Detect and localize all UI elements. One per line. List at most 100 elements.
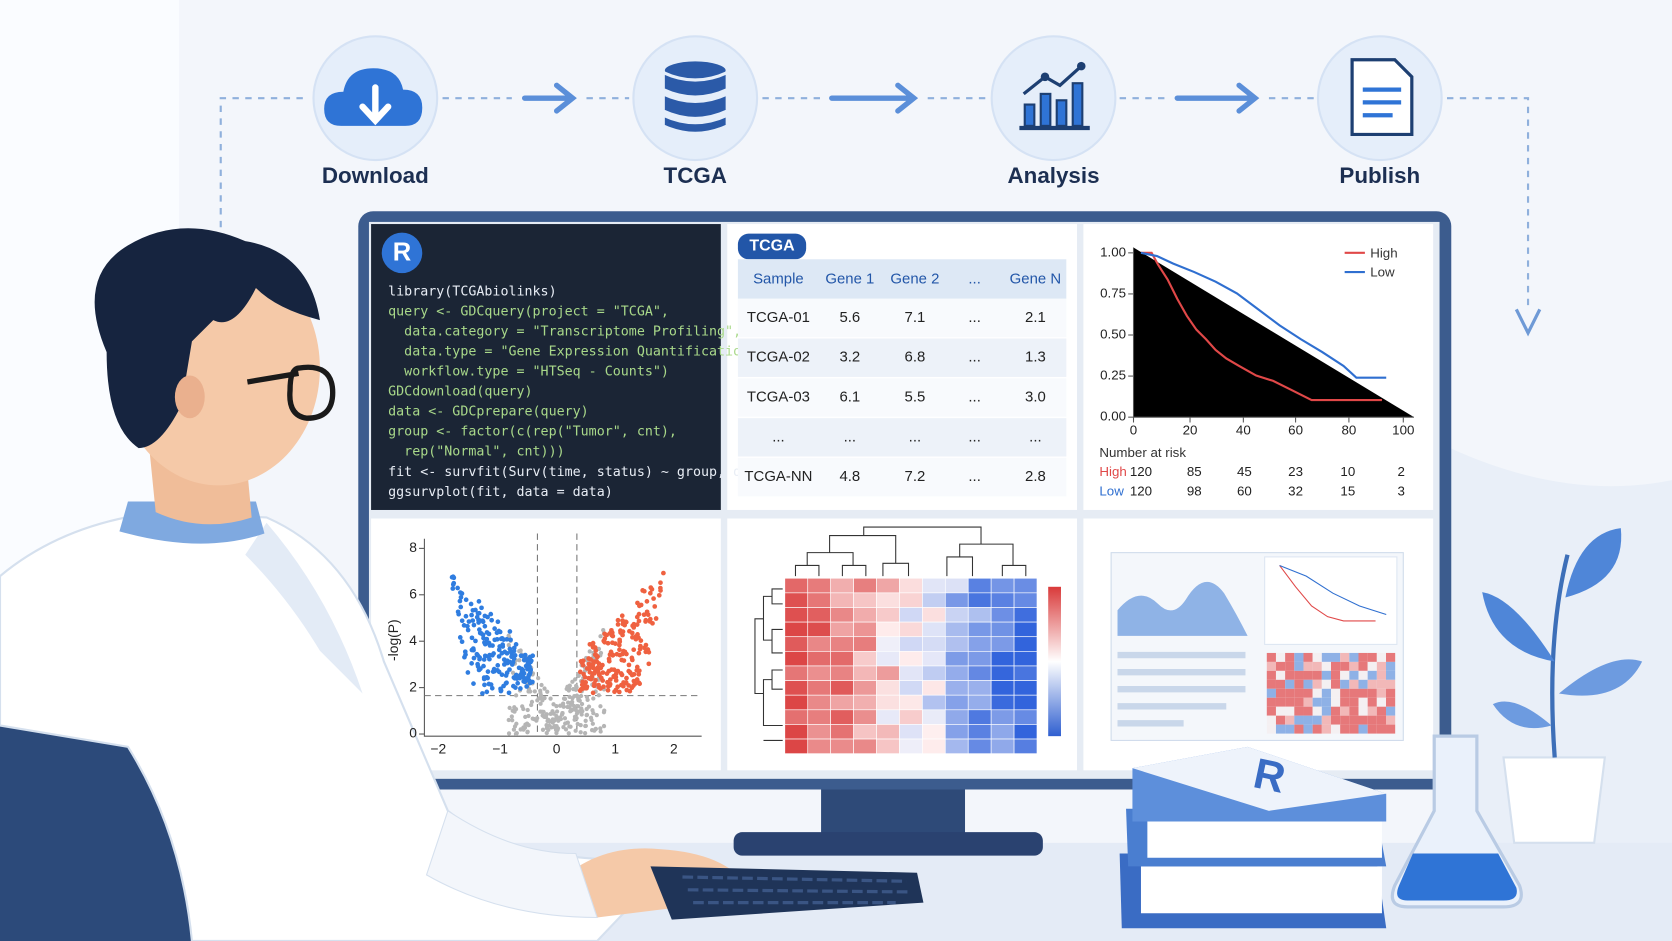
volcano-point <box>586 656 592 661</box>
document-icon <box>1350 58 1414 137</box>
down-arrow <box>1514 308 1542 337</box>
volcano-point <box>567 694 572 700</box>
table-cell: TCGA-01 <box>747 309 810 326</box>
volcano-point <box>589 717 594 723</box>
volcano-point <box>598 675 604 681</box>
heatmap-cell <box>830 724 854 740</box>
volcano-point <box>482 653 488 659</box>
volcano-point <box>624 651 629 657</box>
mini-heat-cell <box>1376 688 1387 698</box>
heatmap-cell <box>807 694 831 711</box>
volcano-point <box>527 679 533 684</box>
x-tick-label: 1 <box>611 741 619 757</box>
y-tick-label: 8 <box>409 539 417 555</box>
volcano-point <box>481 635 486 641</box>
table-cell: ... <box>968 388 980 405</box>
volcano-point <box>513 706 519 712</box>
heatmap-cell <box>830 680 854 696</box>
heatmap-cell <box>853 665 877 681</box>
background-wave <box>1450 448 1672 941</box>
volcano-point <box>558 703 563 708</box>
heatmap-cell <box>830 577 854 594</box>
step-label: Download <box>322 163 429 188</box>
heatmap-cell <box>899 636 923 652</box>
table-cell: 4.8 <box>839 468 860 485</box>
volcano-point <box>512 675 518 681</box>
volcano-point <box>618 671 624 676</box>
heatmap-cell <box>784 636 809 652</box>
volcano-point <box>611 667 617 673</box>
volcano-point <box>510 718 515 723</box>
volcano-point <box>584 713 589 718</box>
volcano-point <box>504 650 510 656</box>
heatmap-cell <box>784 694 809 711</box>
heatmap-cell <box>967 680 992 696</box>
volcano-point <box>536 675 541 681</box>
mini-heat-cell <box>1294 661 1304 671</box>
color-bar <box>1048 586 1061 737</box>
table-cell: 1.3 <box>1025 349 1046 366</box>
heatmap-cell <box>1013 694 1038 711</box>
volcano-point <box>579 712 584 717</box>
volcano-point <box>511 648 517 654</box>
heatmap-cell <box>967 724 992 740</box>
volcano-point <box>458 594 464 600</box>
volcano-point <box>476 610 482 616</box>
heatmap-cell <box>944 709 969 725</box>
mini-heat-cell <box>1321 670 1331 680</box>
volcano-point <box>641 612 647 618</box>
volcano-point <box>457 635 463 640</box>
mini-heat-cell <box>1303 652 1313 662</box>
heatmap-cell <box>1013 709 1038 725</box>
heatmap-cell <box>1013 621 1038 638</box>
volcano-point <box>650 620 655 626</box>
volcano-point <box>459 639 465 645</box>
heatmap-cell <box>807 592 831 608</box>
volcano-point <box>636 611 642 617</box>
volcano-point <box>455 609 461 615</box>
report-km-low <box>1279 564 1387 616</box>
mini-heat-cell <box>1303 670 1313 680</box>
heatmap-cell <box>899 665 923 681</box>
volcano-point <box>556 718 561 723</box>
volcano-point <box>614 651 620 657</box>
volcano-point <box>507 705 512 711</box>
volcano-point <box>508 637 513 643</box>
mini-heat-cell <box>1358 706 1368 716</box>
volcano-point <box>616 689 622 695</box>
step-label: Publish <box>1339 163 1420 188</box>
volcano-point <box>645 647 651 652</box>
volcano-point <box>510 670 516 675</box>
heatmap-cell <box>807 621 831 638</box>
volcano-point <box>503 659 509 665</box>
table-cell: ... <box>1029 428 1041 445</box>
heatmap-cell <box>1013 724 1038 740</box>
volcano-point <box>568 709 573 714</box>
heatmap-cell <box>784 680 809 696</box>
volcano-point <box>620 632 625 638</box>
volcano-point <box>615 617 621 623</box>
mini-heat-cell <box>1358 724 1368 734</box>
mini-heat-cell <box>1349 715 1359 725</box>
mini-heat-cell <box>1386 715 1396 725</box>
heatmap-cell <box>853 592 877 608</box>
volcano-point <box>574 711 580 716</box>
report-area <box>1117 581 1248 636</box>
mini-heat-cell <box>1285 661 1295 671</box>
heatmap-cell <box>830 621 854 638</box>
volcano-point <box>611 674 617 680</box>
mini-heat-cell <box>1376 697 1387 707</box>
volcano-point <box>580 708 585 714</box>
volcano-point <box>494 630 500 636</box>
volcano-point <box>604 671 610 676</box>
heatmap-cell <box>922 621 946 638</box>
volcano-point <box>658 585 663 591</box>
volcano-point <box>469 647 475 653</box>
volcano-point <box>506 717 511 723</box>
volcano-point <box>644 609 650 615</box>
heatmap-cell <box>899 577 923 594</box>
mini-heat-cell <box>1275 670 1286 680</box>
mini-heat-cell <box>1266 670 1276 680</box>
mini-heat-cell <box>1367 679 1377 689</box>
volcano-point <box>591 696 596 701</box>
